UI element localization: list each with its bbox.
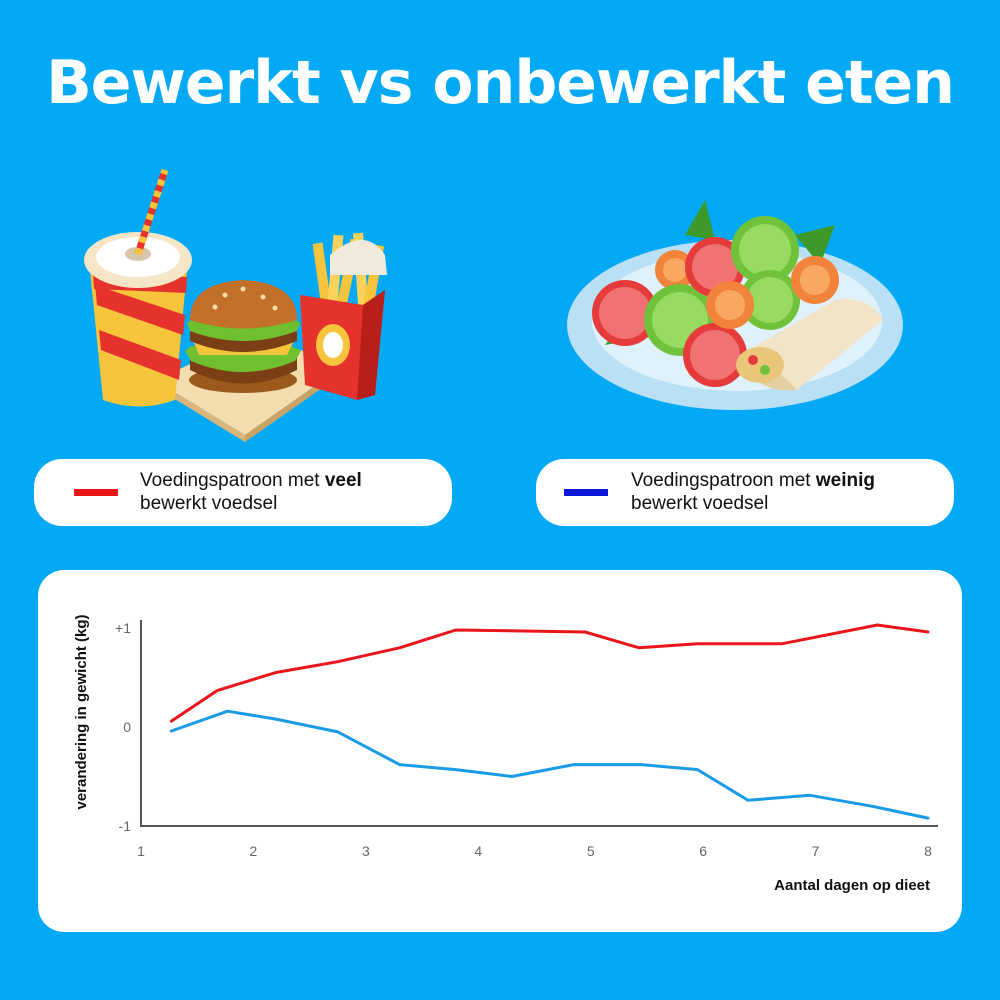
legend-processed-swatch xyxy=(74,489,118,496)
legend-unprocessed-swatch xyxy=(564,489,608,496)
x-tick-label: 6 xyxy=(699,843,707,859)
x-tick-label: 2 xyxy=(250,843,258,859)
legend-processed: Voedingspatroon met veel bewerkt voedsel xyxy=(34,459,452,526)
x-tick-label: 5 xyxy=(587,843,595,859)
salad-plate-icon xyxy=(567,200,903,410)
legend-unprocessed-suffix: bewerkt voedsel xyxy=(631,493,769,514)
legend-unprocessed-text: Voedingspatroon met weinig bewerkt voeds… xyxy=(631,469,875,515)
x-tick-label: 7 xyxy=(812,843,820,859)
y-tick-label: +1 xyxy=(115,620,131,636)
legend-processed-text: Voedingspatroon met veel bewerkt voedsel xyxy=(140,469,362,515)
x-tick-label: 1 xyxy=(137,843,145,859)
legend-processed-suffix: bewerkt voedsel xyxy=(140,493,278,514)
legend-processed-emphasis: veel xyxy=(324,470,362,491)
page-title: Bewerkt vs onbewerkt eten xyxy=(46,48,955,118)
fast-food-icon xyxy=(84,168,387,442)
legend-unprocessed-emphasis: weinig xyxy=(815,470,875,491)
legend-processed-prefix: Voedingspatroon met xyxy=(140,470,325,491)
chart-card: +1 0 -1 1 2 3 4 5 6 7 8 Aantal dagen op dieet verand… xyxy=(38,570,962,932)
x-tick-label: 8 xyxy=(924,843,932,859)
weight-change-chart: +1 0 -1 1 2 3 4 5 6 7 8 Aantal dagen op dieet verand… xyxy=(73,614,938,894)
x-tick-label: 4 xyxy=(474,843,482,859)
x-tick-label: 3 xyxy=(362,843,370,859)
legend-unprocessed-prefix: Voedingspatroon met xyxy=(631,470,816,491)
y-tick-label: -1 xyxy=(119,818,132,834)
x-axis-title: Aantal dagen op dieet xyxy=(774,877,930,894)
legend-unprocessed: Voedingspatroon met weinig bewerkt voeds… xyxy=(536,459,954,526)
y-axis-title: verandering in gewicht (kg) xyxy=(73,614,90,809)
series-line-unprocessed xyxy=(169,709,930,820)
series-line-processed xyxy=(169,623,930,723)
y-tick-label: 0 xyxy=(123,719,131,735)
